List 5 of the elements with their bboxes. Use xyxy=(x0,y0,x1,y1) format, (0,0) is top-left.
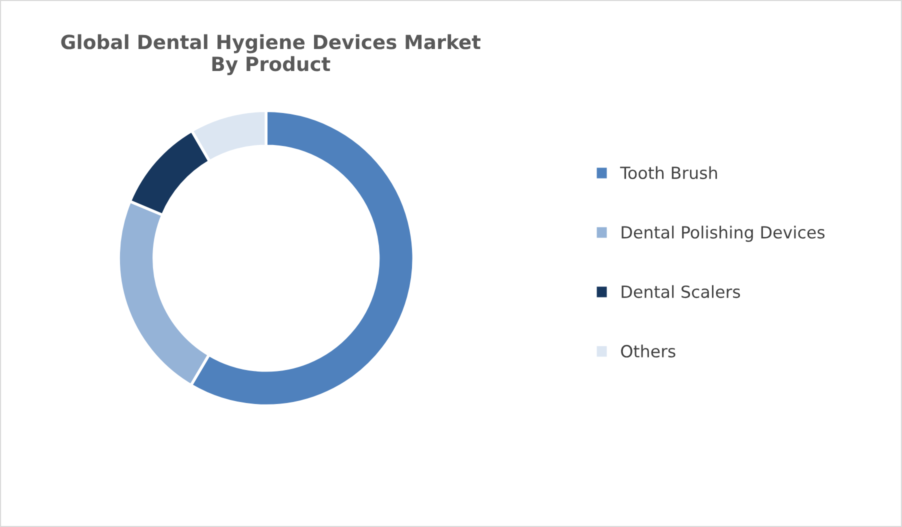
legend-label: Others xyxy=(621,344,676,358)
legend-label: Dental Scalers xyxy=(622,285,740,298)
chart-title: Global Dental Hygiene Devices Market By Product xyxy=(61,34,480,76)
legend-label: Dental Polishing Devices xyxy=(622,226,825,242)
legend-label: Tooth Brush xyxy=(620,166,717,180)
